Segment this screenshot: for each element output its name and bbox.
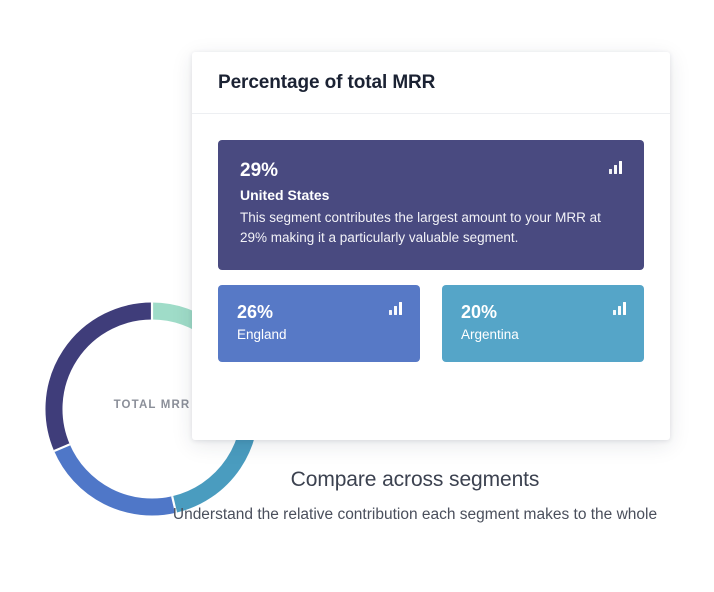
segment-percentage: 26% xyxy=(237,301,274,322)
donut-slice-england[interactable] xyxy=(54,444,177,516)
segment-percentage: 20% xyxy=(461,301,498,322)
caption-title: Compare across segments xyxy=(290,468,540,491)
segment-card-england[interactable]: 26% England xyxy=(218,284,420,362)
segment-description: This segment contributes the largest amo… xyxy=(240,209,601,246)
panel-body: 29% United States This segment contribut… xyxy=(192,114,670,362)
bar-chart-icon xyxy=(609,161,622,174)
panel-header: Percentage of total MRR xyxy=(192,52,670,114)
donut-slice-united-states[interactable] xyxy=(45,302,153,452)
caption-subtitle: Understand the relative contribution eac… xyxy=(172,506,658,523)
segment-name: Argentina xyxy=(461,327,519,343)
segment-name: England xyxy=(237,327,287,343)
segment-name: United States xyxy=(240,186,330,203)
donut-center-label: TOTAL MRR xyxy=(113,399,191,411)
segment-percentage: 29% xyxy=(240,160,279,181)
bar-chart-icon xyxy=(613,301,626,315)
percentage-of-total-mrr-panel: Percentage of total MRR 29% United State… xyxy=(192,52,670,440)
caption-block: Compare across segments Understand the r… xyxy=(150,468,680,527)
segment-card-argentina[interactable]: 20% Argentina xyxy=(442,284,644,362)
bar-chart-icon xyxy=(389,301,402,315)
secondary-segments-row: 26% England 20% Argentina xyxy=(218,284,644,362)
segment-card-united-states[interactable]: 29% United States This segment contribut… xyxy=(218,140,644,270)
page-title: Percentage of total MRR xyxy=(218,71,436,93)
